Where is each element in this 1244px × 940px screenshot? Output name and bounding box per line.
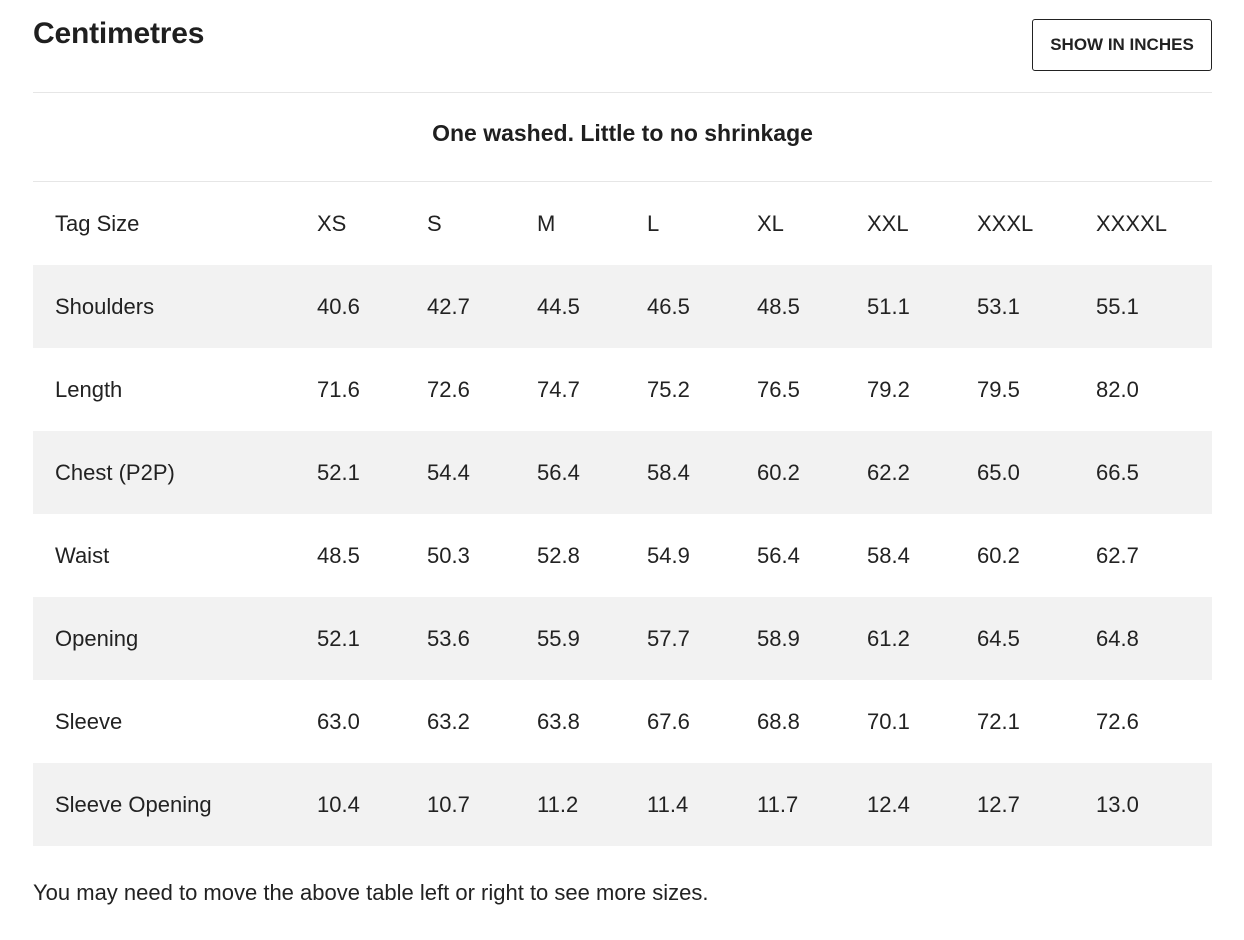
measurement-label: Shoulders	[55, 293, 155, 319]
table-caption: One washed. Little to no shrinkage	[33, 92, 1212, 182]
table-row: Sleeve Opening 10.4 10.7 11.2 11.4 11.7 12.4 12…	[33, 763, 1212, 846]
size-table: Tag Size XS S M L XL XXL XXXL XXXXL Shou…	[33, 182, 1212, 846]
measurement-value: 53.6	[427, 625, 470, 651]
measurement-value: 40.6	[317, 293, 360, 319]
table-row: Chest (P2P) 52.1 54.4 56.4 58.4 60.2 62.2 65.0 6…	[33, 431, 1212, 514]
measurement-value: 79.5	[977, 376, 1020, 402]
measurement-label: Length	[55, 376, 123, 402]
measurement-value: 60.2	[757, 459, 800, 485]
measurement-value: 58.9	[757, 625, 800, 651]
measurement-value: 64.5	[977, 625, 1020, 651]
measurement-value: 56.4	[537, 459, 580, 485]
size-table-body: Shoulders 40.6 42.7 44.5 46.5 48.5 51.1 53.1 55.…	[33, 265, 1212, 846]
measurement-value: 51.1	[867, 293, 910, 319]
measurement-value: 63.2	[427, 708, 470, 734]
size-header-cell: XXXXL	[1096, 210, 1167, 236]
measurement-value: 75.2	[647, 376, 690, 402]
measurement-value: 79.2	[867, 376, 910, 402]
measurement-value: 12.7	[977, 791, 1020, 817]
measurement-value: 57.7	[647, 625, 690, 651]
measurement-value: 48.5	[317, 542, 360, 568]
measurement-value: 72.1	[977, 708, 1020, 734]
measurement-value: 60.2	[977, 542, 1020, 568]
size-header-cell: M	[537, 210, 556, 236]
measurement-value: 82.0	[1096, 376, 1139, 402]
measurement-value: 55.1	[1096, 293, 1139, 319]
measurement-value: 63.0	[317, 708, 360, 734]
measurement-label: Sleeve	[55, 708, 123, 734]
measurement-value: 54.9	[647, 542, 690, 568]
measurement-value: 55.9	[537, 625, 580, 651]
measurement-value: 48.5	[757, 293, 800, 319]
measurement-value: 58.4	[647, 459, 690, 485]
scroll-hint-footnote: You may need to move the above table lef…	[33, 880, 709, 905]
measurement-value: 71.6	[317, 376, 360, 402]
measurement-value: 42.7	[427, 293, 470, 319]
measurement-label: Opening	[55, 625, 139, 651]
measurement-value: 76.5	[757, 376, 800, 402]
measurement-value: 63.8	[537, 708, 580, 734]
measurement-label: Sleeve Opening	[55, 791, 212, 817]
measurement-value: 52.8	[537, 542, 580, 568]
tag-size-header: Tag Size	[55, 210, 140, 236]
measurement-value: 50.3	[427, 542, 470, 568]
table-row: Length 71.6 72.6 74.7 75.2 76.5 79.2 79.5 82.0	[33, 348, 1212, 431]
measurement-value: 11.2	[537, 791, 579, 817]
measurement-value: 66.5	[1096, 459, 1139, 485]
measurement-value: 13.0	[1096, 791, 1139, 817]
table-row: Shoulders 40.6 42.7 44.5 46.5 48.5 51.1 53.1 55.…	[33, 265, 1212, 348]
measurement-value: 64.8	[1096, 625, 1139, 651]
show-in-inches-button[interactable]: SHOW IN INCHES	[1032, 19, 1212, 71]
measurement-value: 72.6	[427, 376, 470, 402]
measurement-value: 11.4	[647, 791, 689, 817]
size-header-cell: XL	[757, 210, 784, 236]
measurement-value: 58.4	[867, 542, 910, 568]
measurement-value: 10.7	[427, 791, 470, 817]
table-row: Waist 48.5 50.3 52.8 54.9 56.4 58.4 60.2 62.7	[33, 514, 1212, 597]
measurement-value: 72.6	[1096, 708, 1139, 734]
size-header-cell: XXL	[867, 210, 909, 236]
measurement-value: 10.4	[317, 791, 360, 817]
measurement-value: 62.7	[1096, 542, 1139, 568]
measurement-label: Chest (P2P)	[55, 459, 175, 485]
size-header-cell: XXXL	[977, 210, 1034, 236]
measurement-value: 11.7	[757, 791, 799, 817]
measurement-value: 74.7	[537, 376, 580, 402]
measurement-value: 52.1	[317, 459, 360, 485]
measurement-value: 46.5	[647, 293, 690, 319]
size-header-cell: XS	[317, 210, 347, 236]
measurement-value: 56.4	[757, 542, 800, 568]
measurement-value: 65.0	[977, 459, 1020, 485]
measurement-label: Waist	[55, 542, 110, 568]
size-header-cell: L	[647, 210, 660, 236]
measurement-value: 67.6	[647, 708, 690, 734]
measurement-value: 62.2	[867, 459, 910, 485]
table-row: Opening 52.1 53.6 55.9 57.7 58.9 61.2 64.5 64.8	[33, 597, 1212, 680]
measurement-value: 53.1	[977, 293, 1020, 319]
size-header-cell: S	[427, 210, 442, 236]
unit-title: Centimetres	[33, 17, 205, 50]
measurement-value: 68.8	[757, 708, 800, 734]
measurement-value: 12.4	[867, 791, 910, 817]
size-chart-header: Centimetres SHOW IN INCHES	[33, 0, 1212, 93]
measurement-value: 61.2	[867, 625, 910, 651]
measurement-value: 54.4	[427, 459, 470, 485]
measurement-value: 70.1	[867, 708, 910, 734]
measurement-value: 44.5	[537, 293, 580, 319]
table-row: Sleeve 63.0 63.2 63.8 67.6 68.8 70.1 72.1 72.6	[33, 680, 1212, 763]
measurement-value: 52.1	[317, 625, 360, 651]
size-header-row: Tag Size XS S M L XL XXL XXXL XXXXL	[33, 182, 1212, 265]
